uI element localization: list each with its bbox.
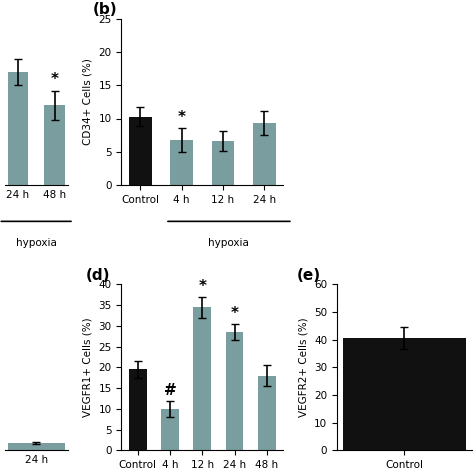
- Bar: [226, 332, 244, 450]
- Text: hypoxia: hypoxia: [208, 238, 248, 248]
- Y-axis label: VEGFR2+ Cells (%): VEGFR2+ Cells (%): [299, 318, 309, 417]
- Bar: [8, 443, 65, 450]
- Text: *: *: [178, 110, 186, 125]
- Text: hypoxia: hypoxia: [16, 238, 56, 248]
- Y-axis label: CD34+ Cells (%): CD34+ Cells (%): [83, 58, 93, 146]
- Text: (e): (e): [297, 268, 321, 283]
- Text: *: *: [230, 306, 238, 321]
- Text: (b): (b): [92, 2, 117, 18]
- Bar: [129, 369, 146, 450]
- Bar: [253, 123, 276, 185]
- Bar: [343, 338, 465, 450]
- Bar: [258, 375, 276, 450]
- Bar: [129, 117, 152, 185]
- Bar: [8, 72, 28, 185]
- Text: (d): (d): [86, 268, 110, 283]
- Bar: [161, 409, 179, 450]
- Bar: [170, 140, 193, 185]
- Text: #: #: [164, 383, 176, 398]
- Bar: [193, 307, 211, 450]
- Bar: [45, 105, 65, 185]
- Text: *: *: [51, 72, 59, 87]
- Text: *: *: [198, 279, 206, 294]
- Y-axis label: VEGFR1+ Cells (%): VEGFR1+ Cells (%): [83, 318, 93, 417]
- Bar: [211, 141, 234, 185]
